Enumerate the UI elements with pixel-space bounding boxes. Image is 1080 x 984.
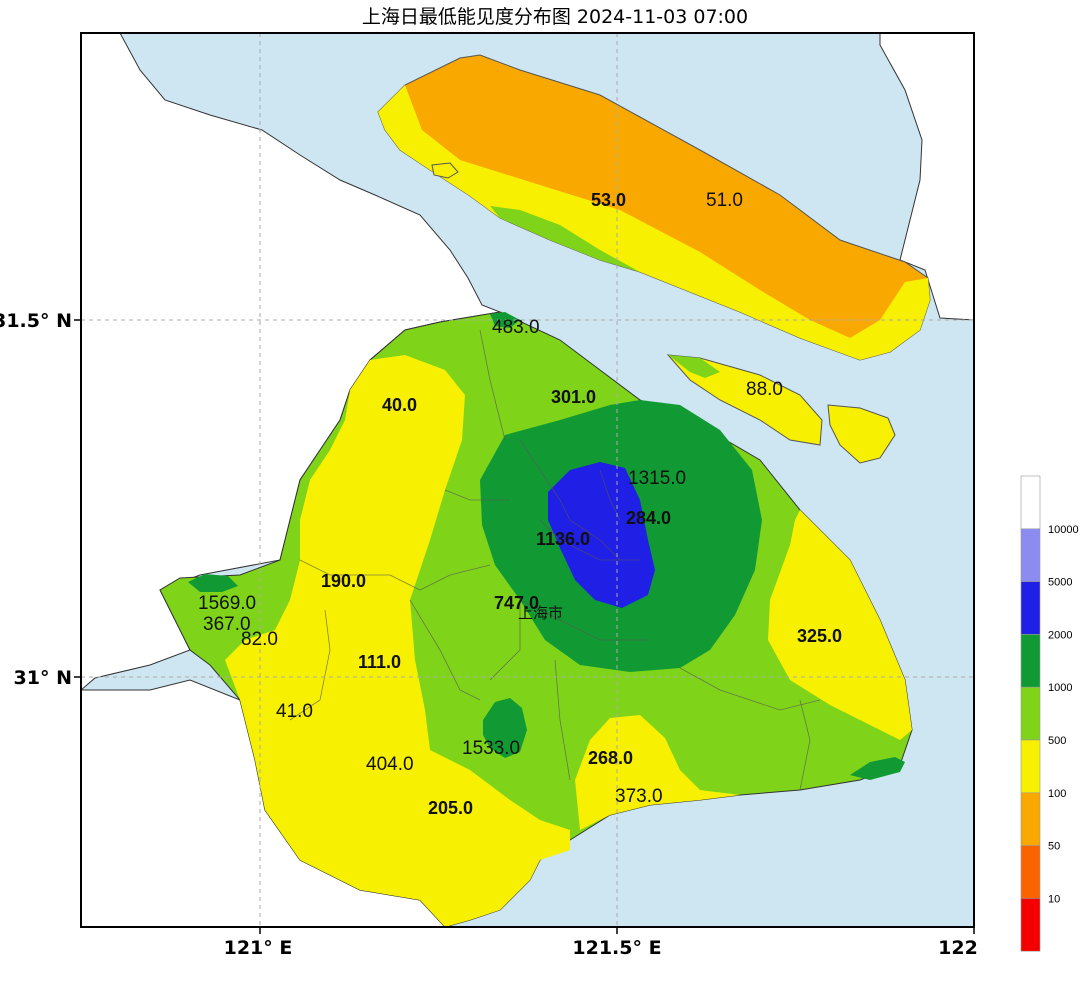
zone-yellow-west — [225, 355, 570, 927]
station-value: 284.0 — [626, 508, 671, 528]
station-value: 190.0 — [321, 571, 366, 591]
tick-marks — [74, 319, 975, 934]
station-value: 325.0 — [797, 626, 842, 646]
station-value: 1533.0 — [462, 738, 520, 759]
legend-swatch — [1020, 528, 1041, 582]
legend-swatch — [1020, 898, 1041, 952]
legend-label: 10 — [1048, 893, 1060, 905]
district-boundaries — [289, 329, 821, 791]
land-north-bank-east — [879, 33, 974, 321]
legend-label: 50 — [1048, 841, 1060, 853]
zone-yellow-east — [768, 510, 912, 740]
station-value: 301.0 — [551, 387, 596, 407]
station-value: 367.0 — [203, 614, 251, 635]
legend-label: 2000 — [1048, 629, 1072, 641]
station-value: 404.0 — [366, 754, 414, 775]
station-value: 53.0 — [591, 190, 626, 210]
y-tick-label: 31° N — [14, 667, 72, 689]
zone-blue-core — [548, 462, 655, 608]
legend-label: 10000 — [1048, 524, 1079, 536]
zone-green-dark-south — [483, 698, 527, 758]
station-value: 483.0 — [492, 317, 540, 338]
station-value: 747.0 — [494, 593, 539, 613]
station-value: 205.0 — [428, 798, 473, 818]
hengsha-island — [827, 404, 896, 464]
map-title: 上海日最低能见度分布图 2024-11-03 07:00 — [361, 6, 749, 28]
legend-swatch — [1020, 686, 1041, 741]
station-value: 51.0 — [706, 190, 743, 211]
station-value: 1136.0 — [536, 529, 590, 549]
small-islet — [431, 162, 459, 179]
station-value: 111.0 — [358, 652, 401, 672]
grid-lines — [81, 33, 974, 927]
legend-swatch — [1020, 634, 1041, 688]
station-value: 82.0 — [241, 629, 278, 650]
changxing-green-tip — [668, 355, 720, 378]
legend-swatch — [1020, 581, 1041, 635]
zone-yellow-south — [575, 715, 740, 830]
legend-label: 1000 — [1048, 682, 1072, 694]
legend-swatch — [1020, 792, 1041, 846]
station-value: 1315.0 — [628, 468, 686, 489]
chongming-yellow-west — [378, 85, 930, 360]
legend-label: 5000 — [1048, 577, 1072, 589]
station-value: 268.0 — [588, 748, 633, 768]
city-label: 上海市 — [518, 604, 563, 622]
y-tick-label: 31.5° N — [0, 310, 72, 332]
zone-green-dark-east — [850, 757, 905, 780]
station-value: 40.0 — [382, 395, 417, 415]
chongming-green-strip — [490, 206, 640, 272]
legend-label: 500 — [1048, 735, 1066, 747]
changxing-island — [666, 354, 823, 446]
x-tick-label: 122 — [938, 937, 978, 959]
zone-green-dark-west — [188, 574, 238, 592]
station-value: 41.0 — [276, 701, 313, 722]
station-value: 373.0 — [615, 786, 663, 807]
legend-colorbar: 10000 5000 2000 1000 500 100 50 10 — [1020, 475, 1079, 952]
legend-label: 100 — [1048, 788, 1066, 800]
legend-swatch — [1020, 739, 1041, 794]
x-tick-label: 121° E — [224, 937, 293, 959]
map-frame — [80, 32, 975, 928]
station-value: 88.0 — [746, 379, 783, 400]
legend-swatch — [1020, 475, 1041, 530]
x-tick-label: 121.5° E — [572, 937, 661, 959]
legend-swatch — [1020, 845, 1041, 899]
station-value: 1569.0 — [198, 593, 256, 614]
